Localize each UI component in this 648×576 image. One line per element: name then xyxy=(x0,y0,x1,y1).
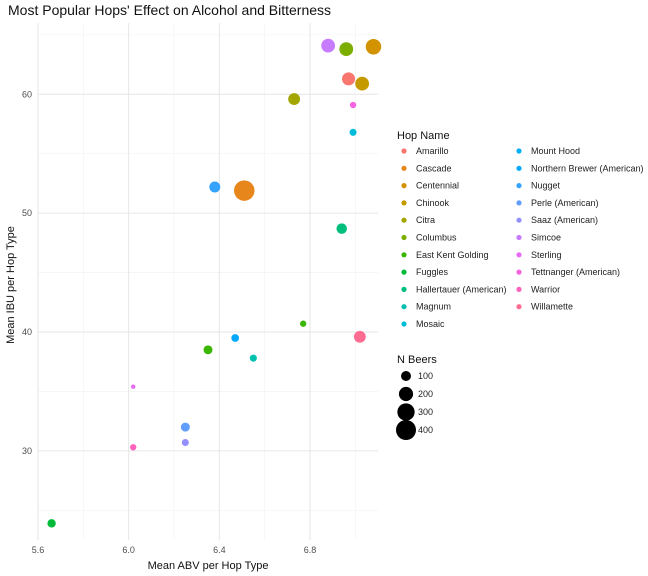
legend-color-key xyxy=(401,165,407,171)
legend-color-label: Tettnanger (American) xyxy=(531,267,620,277)
color-legend: Amarillo Cascade Centennial Chinook Citra Col… xyxy=(401,146,644,329)
legend-color-label: Willamette xyxy=(531,302,573,312)
data-point xyxy=(231,334,240,342)
data-point xyxy=(288,93,301,105)
legend-size-key xyxy=(397,403,415,421)
legend-size-label: 100 xyxy=(418,371,433,381)
legend-color-label: Perle (American) xyxy=(531,198,599,208)
legend-color-label: Simcoe xyxy=(531,233,561,243)
legend-size-label: 200 xyxy=(418,389,433,399)
data-point xyxy=(355,76,370,91)
legend-color-key xyxy=(516,304,522,310)
data-point xyxy=(353,330,366,343)
y-tick-label: 30 xyxy=(22,446,32,456)
legend-size-key xyxy=(401,371,411,381)
data-point xyxy=(349,101,357,109)
legend-color-label: Chinook xyxy=(416,198,450,208)
data-point xyxy=(47,519,56,528)
legend-color-label: Hallertauer (American) xyxy=(416,284,507,294)
legend-size-key xyxy=(396,420,416,440)
legend-color-key xyxy=(516,269,522,275)
legend-size-label: 400 xyxy=(418,425,433,435)
legend-color-label: Mosaic xyxy=(416,319,445,329)
legend-color-key xyxy=(516,200,522,206)
x-tick-label: 6.8 xyxy=(304,545,317,555)
legend-size-key xyxy=(398,386,414,402)
data-point xyxy=(249,354,257,362)
legend-color-label: Warrior xyxy=(531,284,560,294)
legend-color-key xyxy=(516,183,522,189)
data-point xyxy=(300,320,307,327)
data-point xyxy=(209,181,221,193)
y-tick-label: 60 xyxy=(22,89,32,99)
data-point xyxy=(339,42,354,57)
data-point xyxy=(234,180,255,201)
legend-color-key xyxy=(401,148,407,154)
chart-title: Most Popular Hops' Effect on Alcohol and… xyxy=(8,2,331,18)
legend-color-key xyxy=(401,286,407,292)
legend-color-label: Magnum xyxy=(416,302,451,312)
data-point xyxy=(203,345,213,355)
legend-color-label: Fuggles xyxy=(416,267,449,277)
legend-color-key xyxy=(516,286,522,292)
x-tick-label: 5.6 xyxy=(32,545,45,555)
data-point xyxy=(180,422,190,432)
y-tick-label: 40 xyxy=(22,327,32,337)
x-tick-label: 6.4 xyxy=(213,545,226,555)
size-legend-title: N Beers xyxy=(397,354,437,366)
data-point xyxy=(336,223,347,234)
x-tick-label: 6.0 xyxy=(122,545,135,555)
data-point xyxy=(349,128,357,136)
legend-color-key xyxy=(401,217,407,223)
legend-color-key xyxy=(516,148,522,154)
legend-color-label: Nugget xyxy=(531,181,561,191)
size-legend: 100 200 300 400 xyxy=(396,371,433,440)
data-point xyxy=(130,384,136,389)
legend-color-key xyxy=(516,234,522,241)
legend-color-key xyxy=(516,165,522,171)
legend-color-key xyxy=(401,183,407,189)
legend-size-label: 300 xyxy=(418,407,433,417)
legend-color-key xyxy=(401,252,407,258)
legend-color-key xyxy=(516,217,522,223)
legend-color-label: Northern Brewer (American) xyxy=(531,163,644,173)
legend-color-label: Amarillo xyxy=(416,146,449,156)
y-tick-label: 50 xyxy=(22,208,32,218)
color-legend-title: Hop Name xyxy=(397,130,450,142)
legend-color-label: Centennial xyxy=(416,181,459,191)
y-axis-ticks: 30 40 50 60 xyxy=(22,89,32,456)
legend-color-key xyxy=(516,252,522,258)
data-point xyxy=(321,38,336,53)
legend-color-key xyxy=(401,321,407,327)
x-axis-ticks: 5.6 6.0 6.4 6.8 xyxy=(32,545,317,555)
x-axis-title: Mean ABV per Hop Type xyxy=(148,560,269,572)
y-axis-title: Mean IBU per Hop Type xyxy=(5,226,17,344)
legend-color-label: Cascade xyxy=(416,163,452,173)
plot-grid xyxy=(37,23,378,540)
legend-color-label: Columbus xyxy=(416,233,457,243)
data-point xyxy=(342,72,356,86)
legend-color-key xyxy=(401,269,407,275)
legend-color-label: East Kent Golding xyxy=(416,250,489,260)
legend-color-key xyxy=(401,234,407,241)
legend-color-key xyxy=(401,200,407,206)
legend-color-label: Mount Hood xyxy=(531,146,580,156)
data-point xyxy=(365,39,382,55)
legend-color-label: Citra xyxy=(416,215,435,225)
legend-color-label: Saaz (American) xyxy=(531,215,598,225)
data-points xyxy=(47,38,382,528)
data-point xyxy=(181,439,189,447)
data-point xyxy=(130,444,137,451)
legend-color-key xyxy=(401,304,407,310)
legend-color-label: Sterling xyxy=(531,250,562,260)
